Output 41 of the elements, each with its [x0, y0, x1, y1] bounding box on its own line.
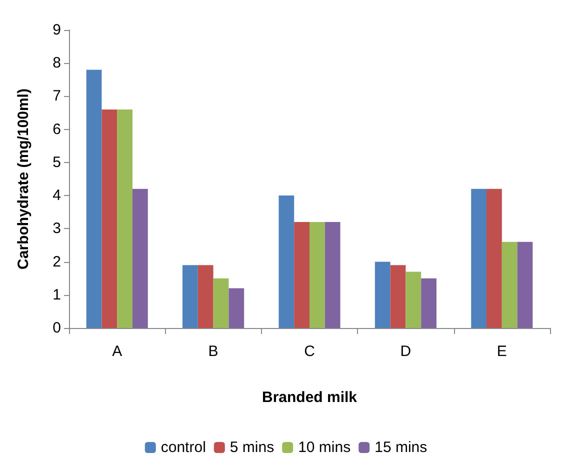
bar — [102, 109, 118, 328]
y-tick-label: 2 — [52, 253, 61, 270]
bar — [132, 188, 148, 328]
legend-label: 5 mins — [230, 439, 274, 456]
bar — [324, 222, 340, 328]
x-tick-label: E — [496, 343, 507, 360]
y-tick-label: 8 — [52, 54, 61, 72]
bar — [406, 272, 422, 328]
bar — [486, 188, 502, 328]
bar — [517, 242, 533, 328]
y-tick-label: 6 — [52, 120, 61, 138]
bar — [310, 222, 325, 328]
x-tick-label: D — [400, 343, 412, 360]
x-axis-title: Branded milk — [262, 389, 358, 406]
y-tick-label: 7 — [52, 88, 61, 105]
x-tick-label: A — [112, 343, 122, 360]
legend-label: 15 mins — [374, 439, 428, 456]
y-tick-label: 4 — [52, 187, 61, 204]
bar — [182, 265, 198, 328]
bar — [86, 70, 102, 328]
y-tick-label: 5 — [52, 154, 61, 171]
x-tick-label: C — [304, 343, 316, 360]
legend-label: 10 mins — [298, 439, 351, 456]
legend-label: control — [160, 439, 206, 456]
y-axis-title: Carbohydrate (mg/100ml) — [15, 88, 32, 270]
y-tick-label: 3 — [52, 220, 61, 238]
bar — [502, 242, 518, 328]
bar — [421, 278, 436, 328]
x-tick-label: B — [208, 343, 218, 360]
bar — [228, 288, 244, 328]
bar — [198, 265, 214, 328]
y-tick-label: 0 — [52, 320, 61, 336]
bar — [390, 265, 406, 328]
y-tick-label: 9 — [52, 22, 61, 38]
bar — [294, 222, 310, 328]
bar — [213, 278, 229, 328]
bar — [278, 196, 294, 328]
bar — [471, 188, 487, 328]
bar — [117, 109, 132, 328]
bar — [374, 262, 390, 328]
y-tick-label: 1 — [52, 286, 61, 304]
